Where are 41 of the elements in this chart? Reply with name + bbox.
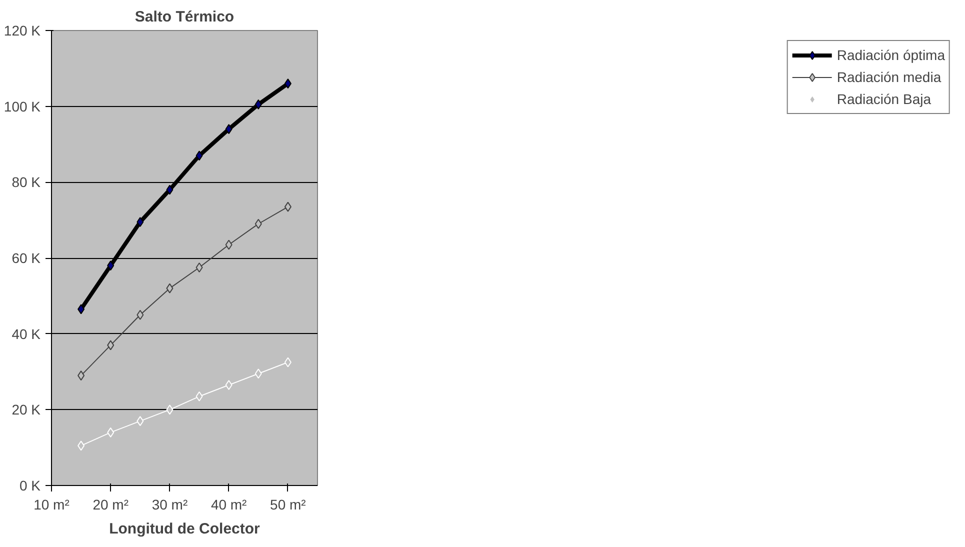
point (225, 240, 232, 250)
legend-label: Radiación óptima (836, 47, 945, 63)
point (284, 202, 292, 212)
y-tick-label: 20 K (12, 402, 42, 418)
point (166, 404, 174, 415)
point (254, 368, 262, 379)
point (196, 262, 203, 272)
y-tick-label: 0 K (19, 478, 42, 494)
point (225, 380, 232, 390)
y-tick-label: 60 K (12, 250, 42, 266)
y-tick-label: 120 K (4, 22, 42, 38)
y-tick-label: 80 K (12, 174, 42, 190)
point (166, 283, 174, 294)
point (254, 99, 262, 110)
point (284, 357, 292, 368)
x-axis-title: Longitud de Colector (109, 520, 260, 538)
point (107, 260, 114, 271)
legend-label: Radiación Baja (836, 91, 931, 107)
x-tick-label: 40 m² (210, 496, 248, 512)
point (107, 427, 114, 438)
x-tick-label: 30 m² (152, 496, 188, 512)
point (78, 304, 85, 314)
x-tick-label: 10 m² (34, 496, 70, 512)
x-tick-label: 20 m² (92, 496, 129, 512)
point (107, 340, 114, 350)
point (196, 150, 203, 161)
point (284, 78, 292, 89)
point (136, 310, 144, 320)
y-tick-label: 40 K (12, 326, 42, 342)
point (136, 216, 144, 227)
point (166, 184, 174, 195)
point (225, 124, 232, 134)
legend-label: Radiación media (836, 69, 942, 85)
chart-title: Salto Térmico (134, 8, 234, 26)
x-tick-label: 50 m² (270, 496, 306, 512)
point (136, 416, 144, 426)
y-tick-label: 100 K (4, 98, 42, 114)
point (78, 440, 85, 451)
point (254, 218, 262, 229)
point (78, 370, 85, 381)
point (196, 391, 203, 402)
